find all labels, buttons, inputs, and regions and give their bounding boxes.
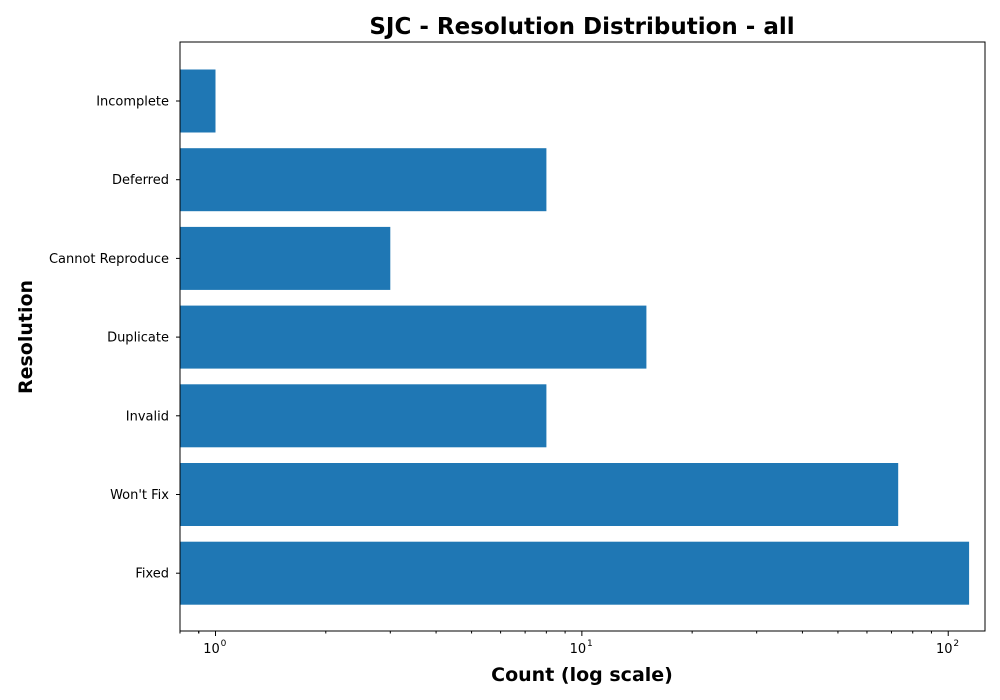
bar-invalid	[180, 384, 547, 448]
y-tick-label-fixed: Fixed	[135, 567, 169, 582]
x-tick-label: 10	[936, 642, 953, 657]
y-tick-label-invalid: Invalid	[126, 409, 169, 424]
x-tick-exponent: 2	[953, 639, 959, 649]
plot-frame	[179, 41, 986, 632]
x-axis-label: Count (log scale)	[491, 664, 673, 686]
y-axis-label: Resolution	[15, 280, 37, 394]
y-tick-label-incomplete: Incomplete	[96, 95, 169, 110]
x-tick-label: 10	[570, 642, 587, 657]
bar-cannot-reproduce	[180, 226, 391, 290]
bar-won-t-fix	[180, 463, 899, 526]
y-tick-label-won-t-fix: Won't Fix	[110, 488, 169, 503]
x-tick-exponent: 1	[587, 639, 593, 649]
bar-duplicate	[180, 305, 647, 369]
y-axis: Incomplete Deferred Cannot Reproduce Duplic…	[49, 95, 180, 582]
y-tick-label-duplicate: Duplicate	[107, 331, 169, 346]
chart-title: SJC - Resolution Distribution - all	[369, 14, 794, 40]
bars-group	[180, 69, 970, 605]
bar-fixed	[180, 541, 970, 605]
y-tick-label-deferred: Deferred	[112, 173, 169, 188]
x-axis: 10 0 10 1 10 2	[179, 631, 959, 657]
y-tick-label-cannot-reproduce: Cannot Reproduce	[49, 252, 169, 267]
x-tick-label: 10	[203, 642, 220, 657]
bar-incomplete	[180, 69, 216, 133]
x-tick-exponent: 0	[221, 639, 227, 649]
bar-deferred	[180, 148, 547, 212]
